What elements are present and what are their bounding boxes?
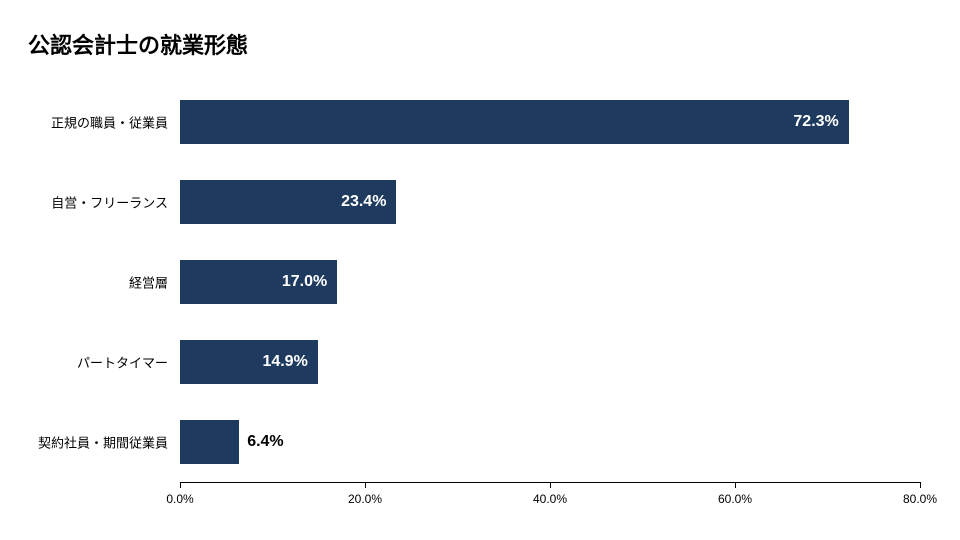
bar xyxy=(180,420,239,464)
value-label: 72.3% xyxy=(793,113,838,131)
plot-area: 0.0%20.0%40.0%60.0%80.0%72.3%23.4%17.0%1… xyxy=(180,82,920,482)
x-tick xyxy=(550,482,551,488)
x-tick xyxy=(365,482,366,488)
x-tick xyxy=(180,482,181,488)
x-tick xyxy=(735,482,736,488)
value-label: 6.4% xyxy=(247,433,283,451)
x-tick xyxy=(920,482,921,488)
x-tick-label: 20.0% xyxy=(348,492,382,506)
value-label: 23.4% xyxy=(341,193,386,211)
x-tick-label: 60.0% xyxy=(718,492,752,506)
category-label: パートタイマー xyxy=(77,353,168,372)
chart-title: 公認会計士の就業形態 xyxy=(28,28,248,60)
category-label: 自営・フリーランス xyxy=(51,193,168,212)
category-label: 経営層 xyxy=(129,273,168,292)
category-label: 正規の職員・従業員 xyxy=(51,113,168,132)
x-tick-label: 80.0% xyxy=(903,492,937,506)
employment-type-chart: 公認会計士の就業形態 0.0% 20.0% 40.0% 60.0% 80.0% 72.3%… xyxy=(0,0,960,540)
bar xyxy=(180,100,849,144)
x-tick-label: 0.0% xyxy=(166,492,193,506)
value-label: 17.0% xyxy=(282,273,327,291)
value-label: 14.9% xyxy=(262,353,307,371)
category-label: 契約社員・期間従業員 xyxy=(38,433,168,452)
x-tick-label: 40.0% xyxy=(533,492,567,506)
